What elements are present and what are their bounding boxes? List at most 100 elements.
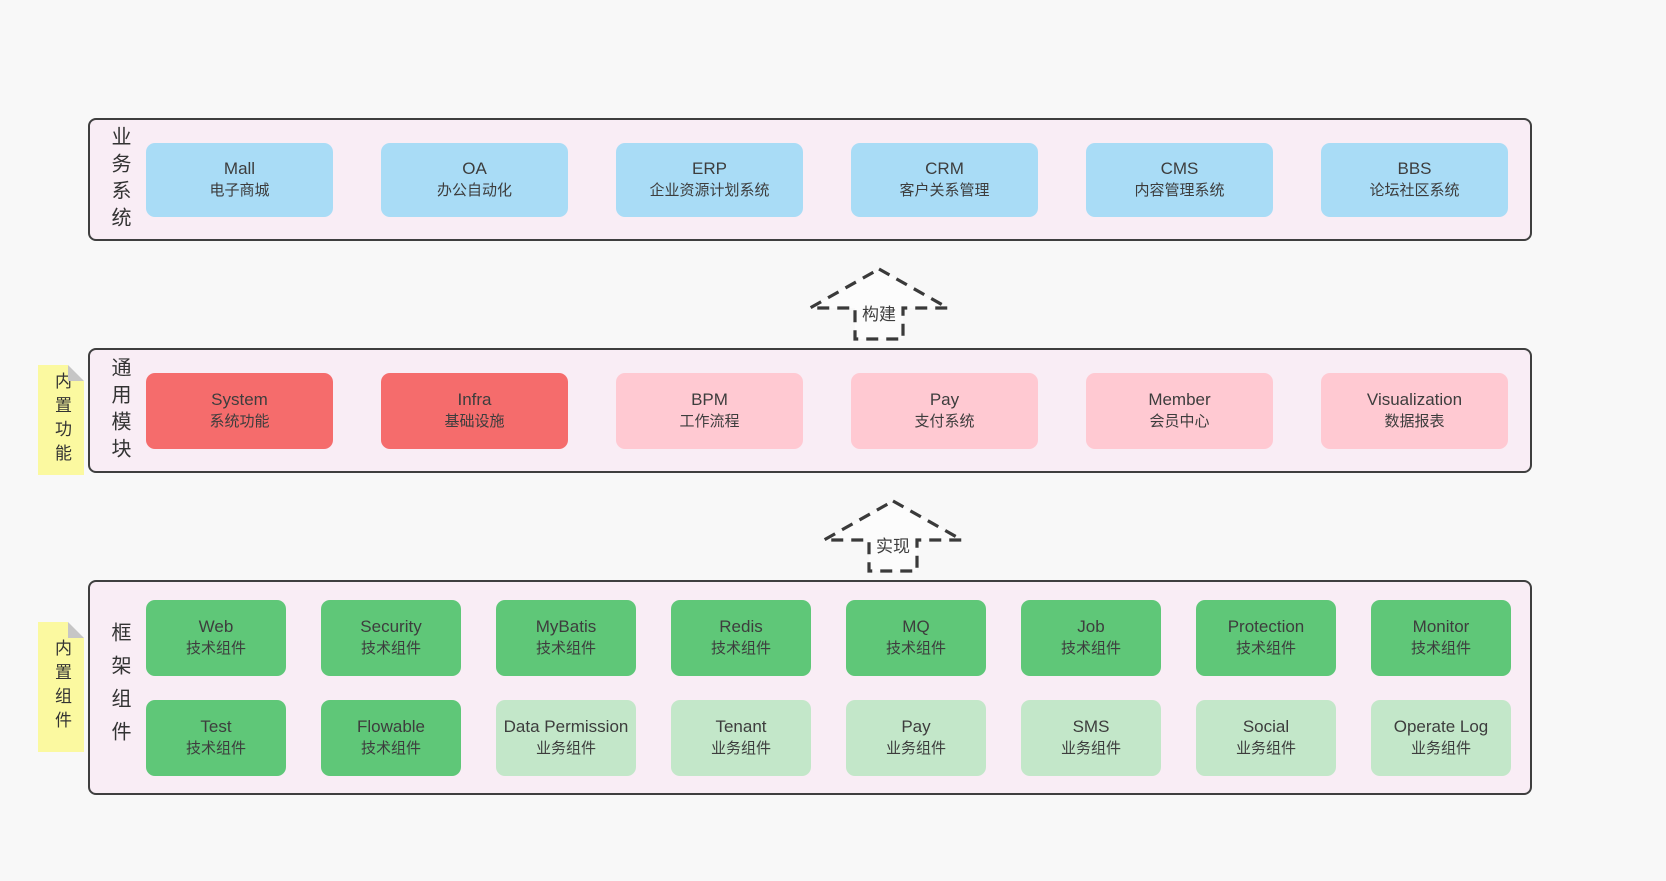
box-subtitle: 技术组件	[1235, 639, 1296, 657]
box-title: Social	[1242, 716, 1290, 736]
box-title: Infra	[457, 389, 492, 409]
box-subtitle: 业务组件	[535, 739, 596, 757]
box-monitor: Monitor 技术组件	[1371, 599, 1511, 676]
box-subtitle: 企业资源计划系统	[649, 181, 770, 199]
box-subtitle: 支付系统	[914, 412, 975, 430]
sticky-note-built-in-components: 内置组件	[38, 622, 84, 752]
box-title: Flowable	[356, 716, 426, 736]
box-bbs: BBS 论坛社区系统	[1321, 142, 1508, 217]
box-title: Security	[360, 616, 422, 636]
box-subtitle: 业务组件	[1235, 739, 1296, 757]
box-subtitle: 会员中心	[1149, 412, 1210, 430]
implement-arrow: 实现	[820, 498, 966, 574]
box-title: Member	[1148, 389, 1211, 409]
box-subtitle: 技术组件	[885, 639, 946, 657]
box-pay: Pay 支付系统	[851, 372, 1038, 449]
box-subtitle: 基础设施	[444, 412, 505, 430]
box-title: Mall	[223, 158, 256, 178]
sticky-note-built-in-features: 内置功能	[38, 365, 84, 475]
box-title: MQ	[902, 616, 930, 636]
layer-label-common-modules: 通用模块	[108, 356, 130, 465]
layer-label-framework-components: 框架组件	[108, 621, 130, 754]
box-title: Test	[200, 716, 232, 736]
box-visualization: Visualization 数据报表	[1321, 372, 1508, 449]
box-sms: SMS 业务组件	[1021, 699, 1161, 776]
layer-label-business-systems: 业务系统	[108, 125, 130, 234]
box-mybatis: MyBatis 技术组件	[496, 599, 636, 676]
box-title: Pay	[901, 716, 931, 736]
box-bpm: BPM 工作流程	[616, 372, 803, 449]
box-data-permission: Data Permission 业务组件	[496, 699, 636, 776]
arrow-label-implement: 实现	[873, 532, 913, 557]
box-title: Data Permission	[503, 716, 629, 736]
box-member: Member 会员中心	[1086, 372, 1273, 449]
sticky-note-label: 内置组件	[52, 639, 71, 735]
box-subtitle: 技术组件	[185, 739, 246, 757]
arrow-label-build: 构建	[859, 300, 899, 325]
box-flowable: Flowable 技术组件	[321, 699, 461, 776]
box-oa: OA 办公自动化	[381, 142, 568, 217]
box-mall: Mall 电子商城	[146, 142, 333, 217]
box-subtitle: 业务组件	[1060, 739, 1121, 757]
box-row: Mall 电子商城 OA 办公自动化 ERP 企业资源计划系统 CRM 客户关系管理 CMS 内容…	[146, 142, 1516, 217]
box-subtitle: 技术组件	[1410, 639, 1471, 657]
box-rows-components: Web 技术组件 Security 技术组件 MyBatis 技术组件 Redis 技术组件 M…	[132, 599, 1530, 776]
box-subtitle: 电子商城	[209, 181, 270, 199]
box-title: ERP	[692, 158, 727, 178]
box-subtitle: 客户关系管理	[899, 181, 990, 199]
layer-framework-components: 内置组件 框架组件 Web 技术组件 Security 技术组件 MyBatis 技术组件…	[38, 580, 1532, 795]
box-title: Protection	[1227, 616, 1305, 636]
box-title: Redis	[719, 616, 763, 636]
box-erp: ERP 企业资源计划系统	[616, 142, 803, 217]
box-subtitle: 技术组件	[710, 639, 771, 657]
box-test: Test 技术组件	[146, 699, 286, 776]
box-row: Test 技术组件 Flowable 技术组件 Data Permission 业务组件 T…	[146, 699, 1516, 776]
box-web: Web 技术组件	[146, 599, 286, 676]
box-subtitle: 论坛社区系统	[1369, 181, 1460, 199]
box-subtitle: 业务组件	[885, 739, 946, 757]
box-subtitle: 技术组件	[360, 739, 421, 757]
box-subtitle: 内容管理系统	[1134, 181, 1225, 199]
box-title: Web	[198, 616, 234, 636]
build-arrow: 构建	[806, 266, 952, 342]
box-title: BBS	[1397, 158, 1432, 178]
box-security: Security 技术组件	[321, 599, 461, 676]
box-subtitle: 技术组件	[535, 639, 596, 657]
box-social: Social 业务组件	[1196, 699, 1336, 776]
box-operate-log: Operate Log 业务组件	[1371, 699, 1511, 776]
box-subtitle: 工作流程	[679, 412, 740, 430]
box-protection: Protection 技术组件	[1196, 599, 1336, 676]
box-crm: CRM 客户关系管理	[851, 142, 1038, 217]
box-pay: Pay 业务组件	[846, 699, 986, 776]
box-row: Web 技术组件 Security 技术组件 MyBatis 技术组件 Redis 技术组件 M…	[146, 599, 1516, 676]
box-subtitle: 系统功能	[209, 412, 270, 430]
box-tenant: Tenant 业务组件	[671, 699, 811, 776]
box-title: Job	[1077, 616, 1105, 636]
box-title: SMS	[1072, 716, 1110, 736]
box-subtitle: 业务组件	[1410, 739, 1471, 757]
box-infra: Infra 基础设施	[381, 372, 568, 449]
box-mq: MQ 技术组件	[846, 599, 986, 676]
box-title: Visualization	[1366, 389, 1463, 409]
box-title: Tenant	[715, 716, 767, 736]
box-cms: CMS 内容管理系统	[1086, 142, 1273, 217]
box-rows-business: Mall 电子商城 OA 办公自动化 ERP 企业资源计划系统 CRM 客户关系管理 CMS 内容…	[132, 142, 1530, 217]
box-subtitle: 办公自动化	[436, 181, 512, 199]
box-title: Pay	[929, 389, 960, 409]
box-subtitle: 技术组件	[360, 639, 421, 657]
box-subtitle: 技术组件	[1060, 639, 1121, 657]
box-rows-modules: System 系统功能 Infra 基础设施 BPM 工作流程 Pay 支付系统 Member 会…	[132, 372, 1530, 449]
box-title: System	[211, 389, 268, 409]
box-subtitle: 技术组件	[185, 639, 246, 657]
box-title: Monitor	[1412, 616, 1470, 636]
box-title: MyBatis	[535, 616, 597, 636]
box-title: CMS	[1160, 158, 1199, 178]
layer-business-systems: 业务系统 Mall 电子商城 OA 办公自动化 ERP 企业资源计划系统 CRM 客户关系管理…	[88, 118, 1532, 241]
box-title: CRM	[925, 158, 964, 178]
box-redis: Redis 技术组件	[671, 599, 811, 676]
box-job: Job 技术组件	[1021, 599, 1161, 676]
sticky-note-label: 内置功能	[52, 372, 71, 468]
box-subtitle: 数据报表	[1384, 412, 1445, 430]
layer-common-modules: 内置功能 通用模块 System 系统功能 Infra 基础设施 BPM 工作流程 Pay 支…	[38, 348, 1532, 475]
